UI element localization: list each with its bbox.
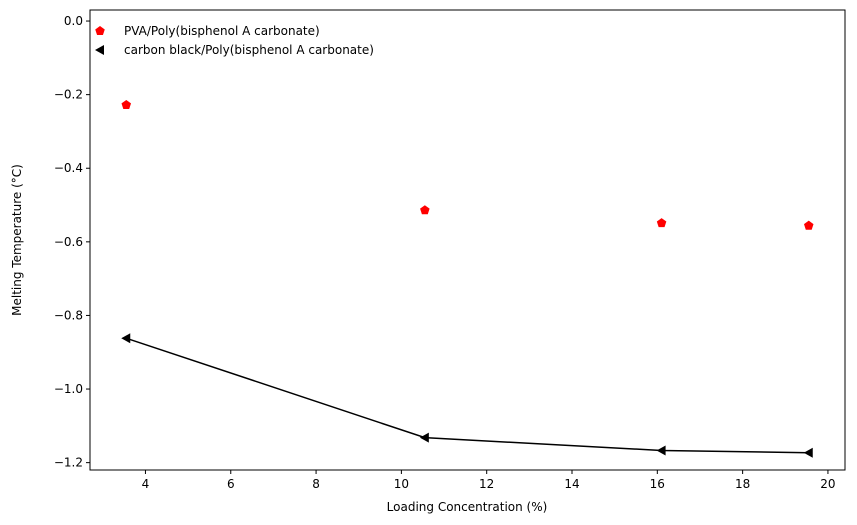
series-layer — [121, 99, 814, 458]
carbon-black-point — [121, 333, 131, 344]
y-tick-label: 0.0 — [64, 14, 83, 28]
y-tick-label: −0.4 — [54, 161, 83, 175]
legend: PVA/Poly(bisphenol A carbonate) carbon bl… — [95, 24, 374, 57]
x-tick-label: 20 — [820, 477, 835, 491]
legend-pva-marker — [95, 26, 105, 36]
pva-point — [803, 220, 814, 230]
x-tick-label: 8 — [312, 477, 320, 491]
x-tick-label: 6 — [227, 477, 235, 491]
y-tick-label: −0.6 — [54, 235, 83, 249]
x-tick-label: 14 — [564, 477, 579, 491]
pva-point — [121, 99, 132, 109]
x-tick-label: 4 — [142, 477, 150, 491]
y-tick-label: −1.0 — [54, 382, 83, 396]
x-axis-label: Loading Concentration (%) — [387, 500, 548, 514]
legend-carbon-black-marker — [95, 45, 104, 55]
y-tick-label: −1.2 — [54, 456, 83, 470]
series-line — [126, 337, 809, 454]
x-tick-label: 16 — [650, 477, 665, 491]
y-tick-label: −0.8 — [54, 308, 83, 322]
pva-point — [656, 218, 667, 228]
carbon-black-point — [803, 447, 813, 458]
x-tick-label: 10 — [394, 477, 409, 491]
y-axis-label: Melting Temperature (°C) — [10, 164, 24, 316]
carbon-black-point — [419, 432, 429, 443]
carbon-black-point — [656, 445, 666, 456]
legend-label: PVA/Poly(bisphenol A carbonate) — [124, 24, 320, 38]
plot-area — [89, 9, 846, 471]
y-axis-ticks: 0.0 −0.2 −0.4 −0.6 −0.8 −1.0 −1.2 — [54, 14, 90, 470]
x-tick-label: 12 — [479, 477, 494, 491]
legend-label: carbon black/Poly(bisphenol A carbonate) — [124, 43, 374, 57]
x-axis-ticks: 4 6 8 10 12 14 16 18 20 — [142, 470, 836, 491]
pva-point — [420, 205, 430, 215]
y-tick-label: −0.2 — [54, 88, 83, 102]
x-tick-label: 18 — [735, 477, 750, 491]
